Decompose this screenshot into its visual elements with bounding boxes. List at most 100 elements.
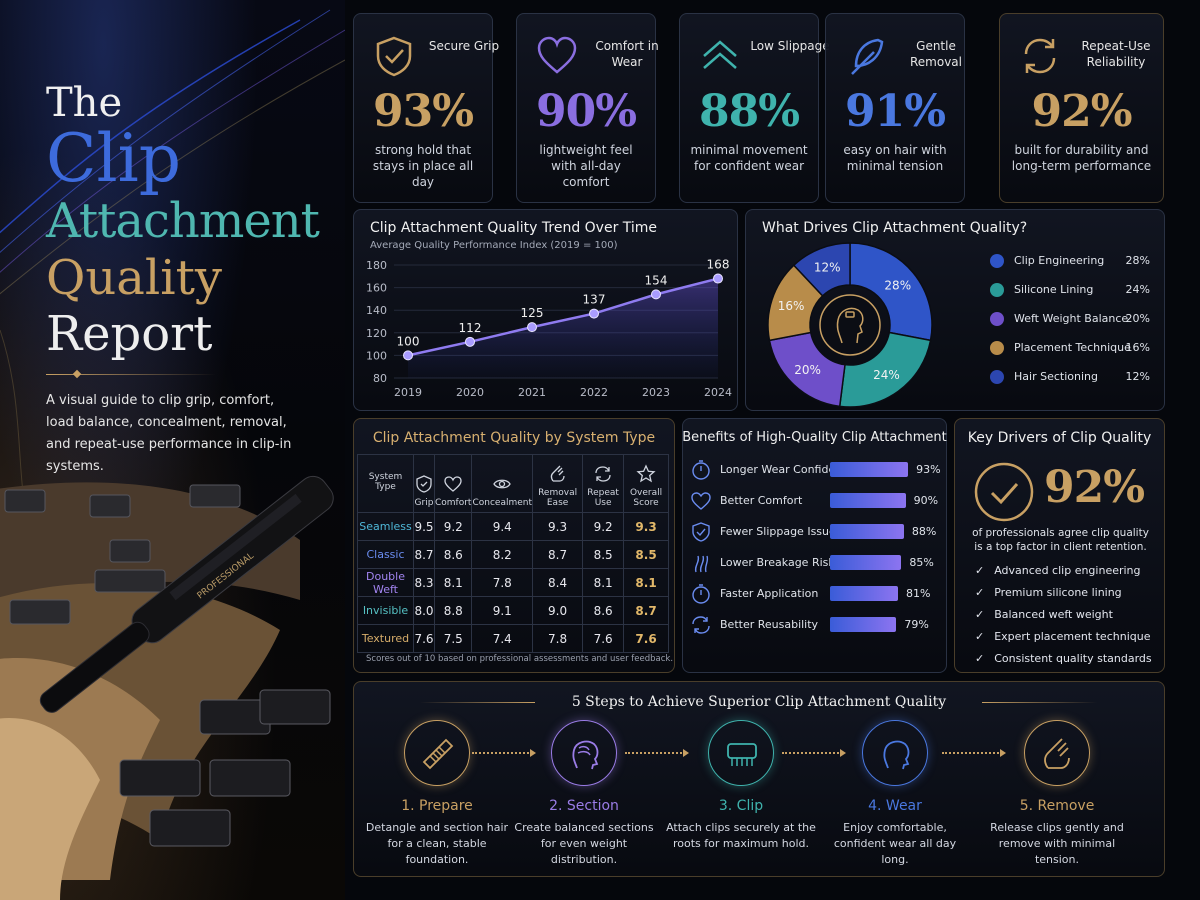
table-cell: 7.6: [623, 624, 669, 653]
x-tick-label: 2020: [456, 386, 484, 399]
benefits-title: Benefits of High-Quality Clip Attachment: [682, 430, 947, 445]
heart-icon: [691, 492, 711, 510]
key-drivers-panel: [954, 418, 1165, 673]
cycle-arrows-icon: [692, 616, 710, 634]
x-tick-label: 2019: [394, 386, 422, 399]
x-tick-label: 2022: [580, 386, 608, 399]
checklist-label: Advanced clip engineering: [994, 564, 1141, 577]
system-table-footnote: Scores out of 10 based on professional a…: [366, 654, 674, 664]
legend-value: 20%: [1125, 312, 1150, 325]
row-name: Seamless: [357, 512, 414, 541]
step-section: 2. Section Create balanced sections for …: [509, 720, 659, 868]
benefit-label: Better Reusability: [720, 618, 819, 631]
checkmark-icon: ✓: [975, 608, 985, 621]
table-cell: 8.7: [532, 540, 584, 569]
hero-panel: PROFESSIONAL The Clip Attachment Quality…: [0, 0, 345, 900]
head-profile-icon: [883, 740, 910, 770]
shield-check-icon: [376, 36, 412, 77]
title-report: Report: [46, 306, 213, 362]
donut-slice-label: 28%: [884, 278, 911, 292]
table-row: Seamless 9.5 9.2 9.4 9.3 9.2 9.3: [357, 512, 669, 541]
stopwatch-icon: [692, 460, 710, 480]
benefit-row: Better Comfort 90%: [690, 488, 940, 514]
step-description: Enjoy comfortable, confident wear all da…: [833, 821, 957, 866]
benefit-value: 88%: [911, 525, 937, 538]
legend-label: Clip Engineering: [1014, 254, 1105, 267]
donut-slice-label: 12%: [814, 260, 841, 274]
checklist-label: Premium silicone lining: [994, 586, 1122, 599]
kpi-label: Gentle Removal: [909, 39, 962, 69]
step-arrow: [782, 749, 846, 757]
key-drivers-caption: of professionals agree clip quality is a…: [972, 527, 1149, 553]
table-cell: 8.1: [433, 568, 473, 597]
stopwatch-icon: [692, 584, 710, 604]
table-cell: 9.1: [471, 596, 534, 625]
benefit-value: 81%: [906, 587, 931, 600]
legend-value: 12%: [1125, 370, 1150, 383]
table-cell: 7.8: [532, 624, 584, 653]
benefit-bar: [830, 462, 909, 477]
comb-icon: [422, 738, 454, 770]
table-row: Textured 7.6 7.5 7.4 7.8 7.6 7.6: [357, 624, 669, 653]
hair-strand-icon: [694, 555, 709, 573]
row-name: Classic: [357, 540, 414, 569]
legend-value: 24%: [1125, 283, 1150, 296]
benefit-label: Better Comfort: [720, 494, 803, 507]
donut-slice: [849, 242, 933, 342]
table-cell: 9.3: [623, 512, 669, 541]
benefit-bar: [830, 524, 904, 539]
x-tick-label: 2024: [704, 386, 732, 399]
system-type-table: System Type Grip Comfort Concealment Rem…: [357, 454, 669, 653]
drivers-donut-chart: 28% 24% 20% 16% 12%: [767, 242, 933, 408]
trend-area-fill: [408, 278, 718, 378]
col-overall-score: Overall Score: [623, 454, 669, 513]
shield-check-icon: [416, 475, 432, 493]
benefit-row: Faster Application 81%: [690, 581, 940, 607]
hair-clip-icon: [727, 743, 757, 766]
star-icon: [636, 464, 656, 483]
kpi-label: Low Slippage: [750, 39, 830, 53]
key-drivers-value: 92%: [1044, 462, 1145, 513]
legend-swatch: [990, 254, 1004, 268]
hand-icon: [550, 465, 565, 482]
title-quality: Quality: [46, 250, 222, 306]
legend-swatch: [990, 312, 1004, 326]
kpi-label: Secure Grip: [428, 39, 500, 53]
checkmark-icon: ✓: [975, 652, 985, 665]
eye-icon: [493, 479, 511, 489]
step-description: Attach clips securely at the roots for m…: [666, 821, 816, 850]
benefit-value: 79%: [904, 618, 929, 631]
y-tick-label: 100: [366, 349, 387, 362]
y-tick-label: 120: [366, 327, 387, 340]
y-tick-label: 140: [366, 304, 387, 317]
step-description: Detangle and section hair for a clean, s…: [365, 821, 509, 866]
legend-entry: Hair Sectioning 12%: [990, 367, 1150, 387]
benefit-value: 93%: [916, 463, 941, 476]
trend-point: [651, 289, 661, 300]
cycle-arrows-icon: [595, 466, 611, 482]
intro-text: A visual guide to clip grip, comfort, lo…: [46, 393, 292, 474]
row-name: Textured: [357, 624, 414, 653]
legend-value: 28%: [1125, 254, 1150, 267]
donut-slice-label: 16%: [778, 299, 805, 313]
head-section-icon: [572, 740, 599, 770]
checkmark-icon: ✓: [975, 564, 985, 577]
title-attachment: Attachment: [46, 193, 320, 249]
table-cell: 8.0: [413, 596, 435, 625]
table-cell: 7.5: [433, 624, 473, 653]
key-drivers-title: Key Drivers of Clip Quality: [967, 430, 1152, 446]
col-grip: Grip: [413, 454, 435, 513]
double-chevron-up-icon: [703, 40, 737, 69]
trend-point: [713, 273, 723, 284]
drivers-title: What Drives Clip Attachment Quality?: [762, 220, 1028, 236]
head-profile-icon: [836, 307, 864, 344]
legend-label: Weft Weight Balance: [1014, 312, 1129, 325]
trend-point: [465, 336, 475, 347]
legend-swatch: [990, 341, 1004, 355]
system-table-title: Clip Attachment Quality by System Type: [372, 430, 656, 446]
step-clip: 3. Clip Attach clips securely at the roo…: [666, 720, 816, 852]
kpi-description: strong hold that stays in place all day: [372, 143, 474, 189]
table-cell: 8.8: [433, 596, 473, 625]
kpi-description: built for durability and long-term perfo…: [1011, 143, 1152, 173]
y-tick-label: 160: [366, 282, 387, 295]
